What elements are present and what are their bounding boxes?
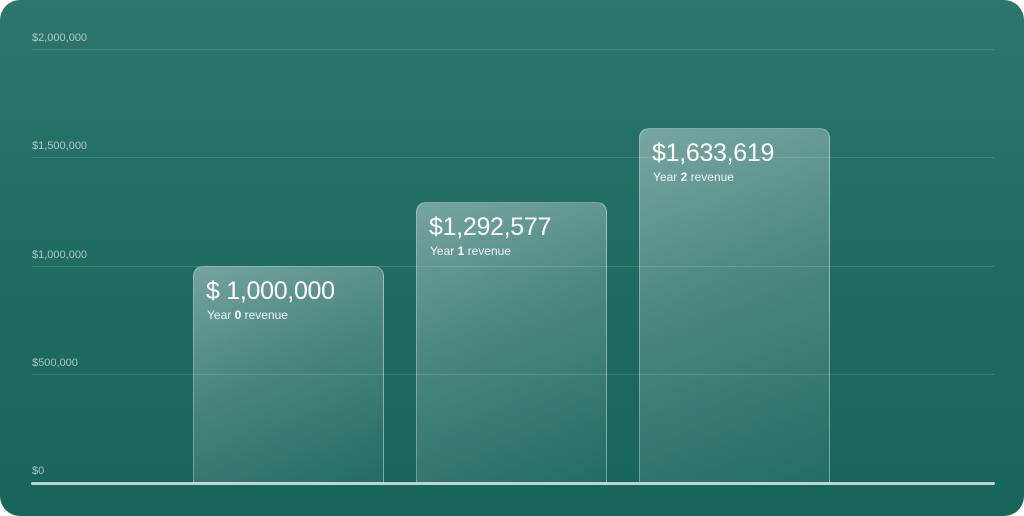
y-tick-label: $2,000,000 [32, 32, 88, 44]
bar-value-label: $1,292,577 [429, 213, 552, 241]
y-tick-label: $1,000,000 [32, 249, 88, 261]
bar-value-label: $1,633,619 [652, 139, 775, 167]
gridline [32, 157, 994, 158]
bar: $1,292,577 Year 1 revenue [416, 202, 607, 482]
y-tick-label: $0 [32, 465, 45, 477]
gridline [32, 266, 994, 267]
bar: $ 1,000,000 Year 0 revenue [193, 266, 384, 483]
y-tick-label: $500,000 [32, 357, 78, 369]
bar-value-label: $ 1,000,000 [206, 277, 335, 305]
bar-category-label: Year 2 revenue [653, 170, 734, 184]
bar-category-label: Year 1 revenue [430, 244, 511, 258]
y-tick-label: $1,500,000 [32, 140, 88, 152]
gridline [32, 374, 994, 375]
bar-category-label: Year 0 revenue [207, 308, 288, 322]
bar: $1,633,619 Year 2 revenue [639, 128, 830, 482]
gridline [32, 49, 994, 50]
x-axis-line [31, 482, 995, 485]
